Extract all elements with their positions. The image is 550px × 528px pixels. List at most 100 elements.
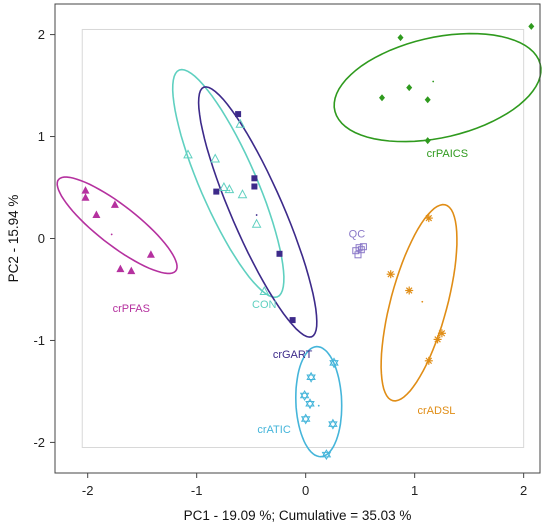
plot-frame [54,3,541,474]
point-crpaics-shape [528,22,535,30]
reference-box-layer [81,28,525,449]
point-cratic-shape [328,421,338,430]
point-con-shape [219,181,229,191]
reference-box [81,28,525,449]
y-tick-label: 1 [38,129,45,144]
ellipse-crgart [197,86,318,338]
point-cradsl-shape [387,270,394,278]
point-con [210,153,221,163]
point-cratic [299,390,310,401]
ellipses-layer [56,32,542,458]
x-tick-label: 2 [520,483,527,498]
point-crgart [276,250,283,257]
point-crgart [213,188,220,195]
point-crgart [289,317,296,324]
point-cratic-shape [306,371,316,380]
point-cratic [329,357,339,369]
point-crgart-shape [276,250,283,257]
point-cradsl-shape [425,357,433,365]
point-crpaics [406,84,413,92]
point-crgart-shape [289,317,296,324]
label-qc: QC [349,228,366,240]
point-cratic [300,413,311,425]
label-crpaics: crPAICS [427,148,468,160]
centroid-cratic [317,404,320,407]
point-con-shape [259,285,270,295]
point-crpaics [424,137,431,145]
point-cratic-shape [329,357,339,366]
point-crpaics [424,96,431,104]
ellipse-cradsl [380,203,458,402]
point-cradsl [386,270,395,279]
ellipse-cratic [294,345,343,458]
point-cradsl-shape [405,287,413,294]
point-cratic-shape [300,413,311,422]
label-crgart: crGART [273,349,313,361]
x-tick-label: -1 [191,483,203,498]
group-labels-layer: crPFAS CON crGART QC crPAICS crADSL crATIC [113,148,468,436]
point-crpfas-shape [81,193,90,201]
centroid-crpfas [110,233,113,236]
point-cratic-shape [329,360,339,369]
point-crpfas-shape [116,264,125,273]
point-crpfas-shape [92,210,101,218]
point-con [251,218,262,228]
point-crgart-shape [235,111,242,118]
label-cratic: crATIC [257,424,290,436]
point-crpfas [116,264,125,273]
point-con-shape [224,184,235,194]
point-crgart [251,175,258,182]
y-tick-label: 0 [38,231,45,246]
point-con [259,285,270,295]
point-cratic [306,371,316,383]
point-qc [354,251,362,259]
point-con [183,149,193,159]
y-tick-label: -2 [33,435,45,450]
centroid-crpaics [432,80,435,83]
ellipse-crpaics [333,32,542,143]
point-crpaics-shape [424,96,431,104]
label-cradsl: crADSL [418,405,456,417]
point-crpaics [397,34,404,42]
point-crpaics [528,22,535,30]
point-cratic-shape [300,416,311,425]
label-con: CON [252,299,277,311]
point-crpfas [92,210,101,218]
point-con [235,118,246,128]
point-cratic [328,418,338,430]
point-crgart-shape [251,183,258,190]
x-tick-label: -2 [82,483,94,498]
point-crpfas-shape [81,186,90,194]
point-con-shape [183,149,193,159]
point-crpfas [110,200,119,208]
point-crpfas-shape [146,250,155,258]
point-cradsl-shape [425,214,433,222]
point-crpaics [379,94,385,102]
point-cradsl [424,214,433,223]
point-qc [355,244,363,252]
y-axis-label: PC2 - 15.94 % [6,195,21,283]
point-cratic [321,449,332,461]
point-con-shape [237,189,248,199]
x-axis-label: PC1 - 19.09 %; Cumulative = 35.03 % [184,508,412,523]
centroid-con [228,189,231,192]
point-cradsl [424,356,433,365]
point-crgart-shape [213,188,220,195]
points-layer [81,22,535,461]
x-tick-label: 0 [302,483,309,498]
centroid-cradsl [421,300,424,303]
point-cratic [305,398,315,410]
point-crgart [251,183,258,190]
point-crpfas [81,193,90,201]
point-crpfas [81,186,90,194]
point-crpfas [127,266,136,275]
x-tick-label: 1 [411,483,418,498]
point-con [237,189,248,199]
point-cratic-shape [321,449,332,458]
point-cradsl [433,335,442,344]
point-cradsl-shape [434,336,441,343]
point-crpfas-shape [110,200,119,208]
ellipse-con [171,68,285,299]
point-cratic-shape [299,390,310,399]
